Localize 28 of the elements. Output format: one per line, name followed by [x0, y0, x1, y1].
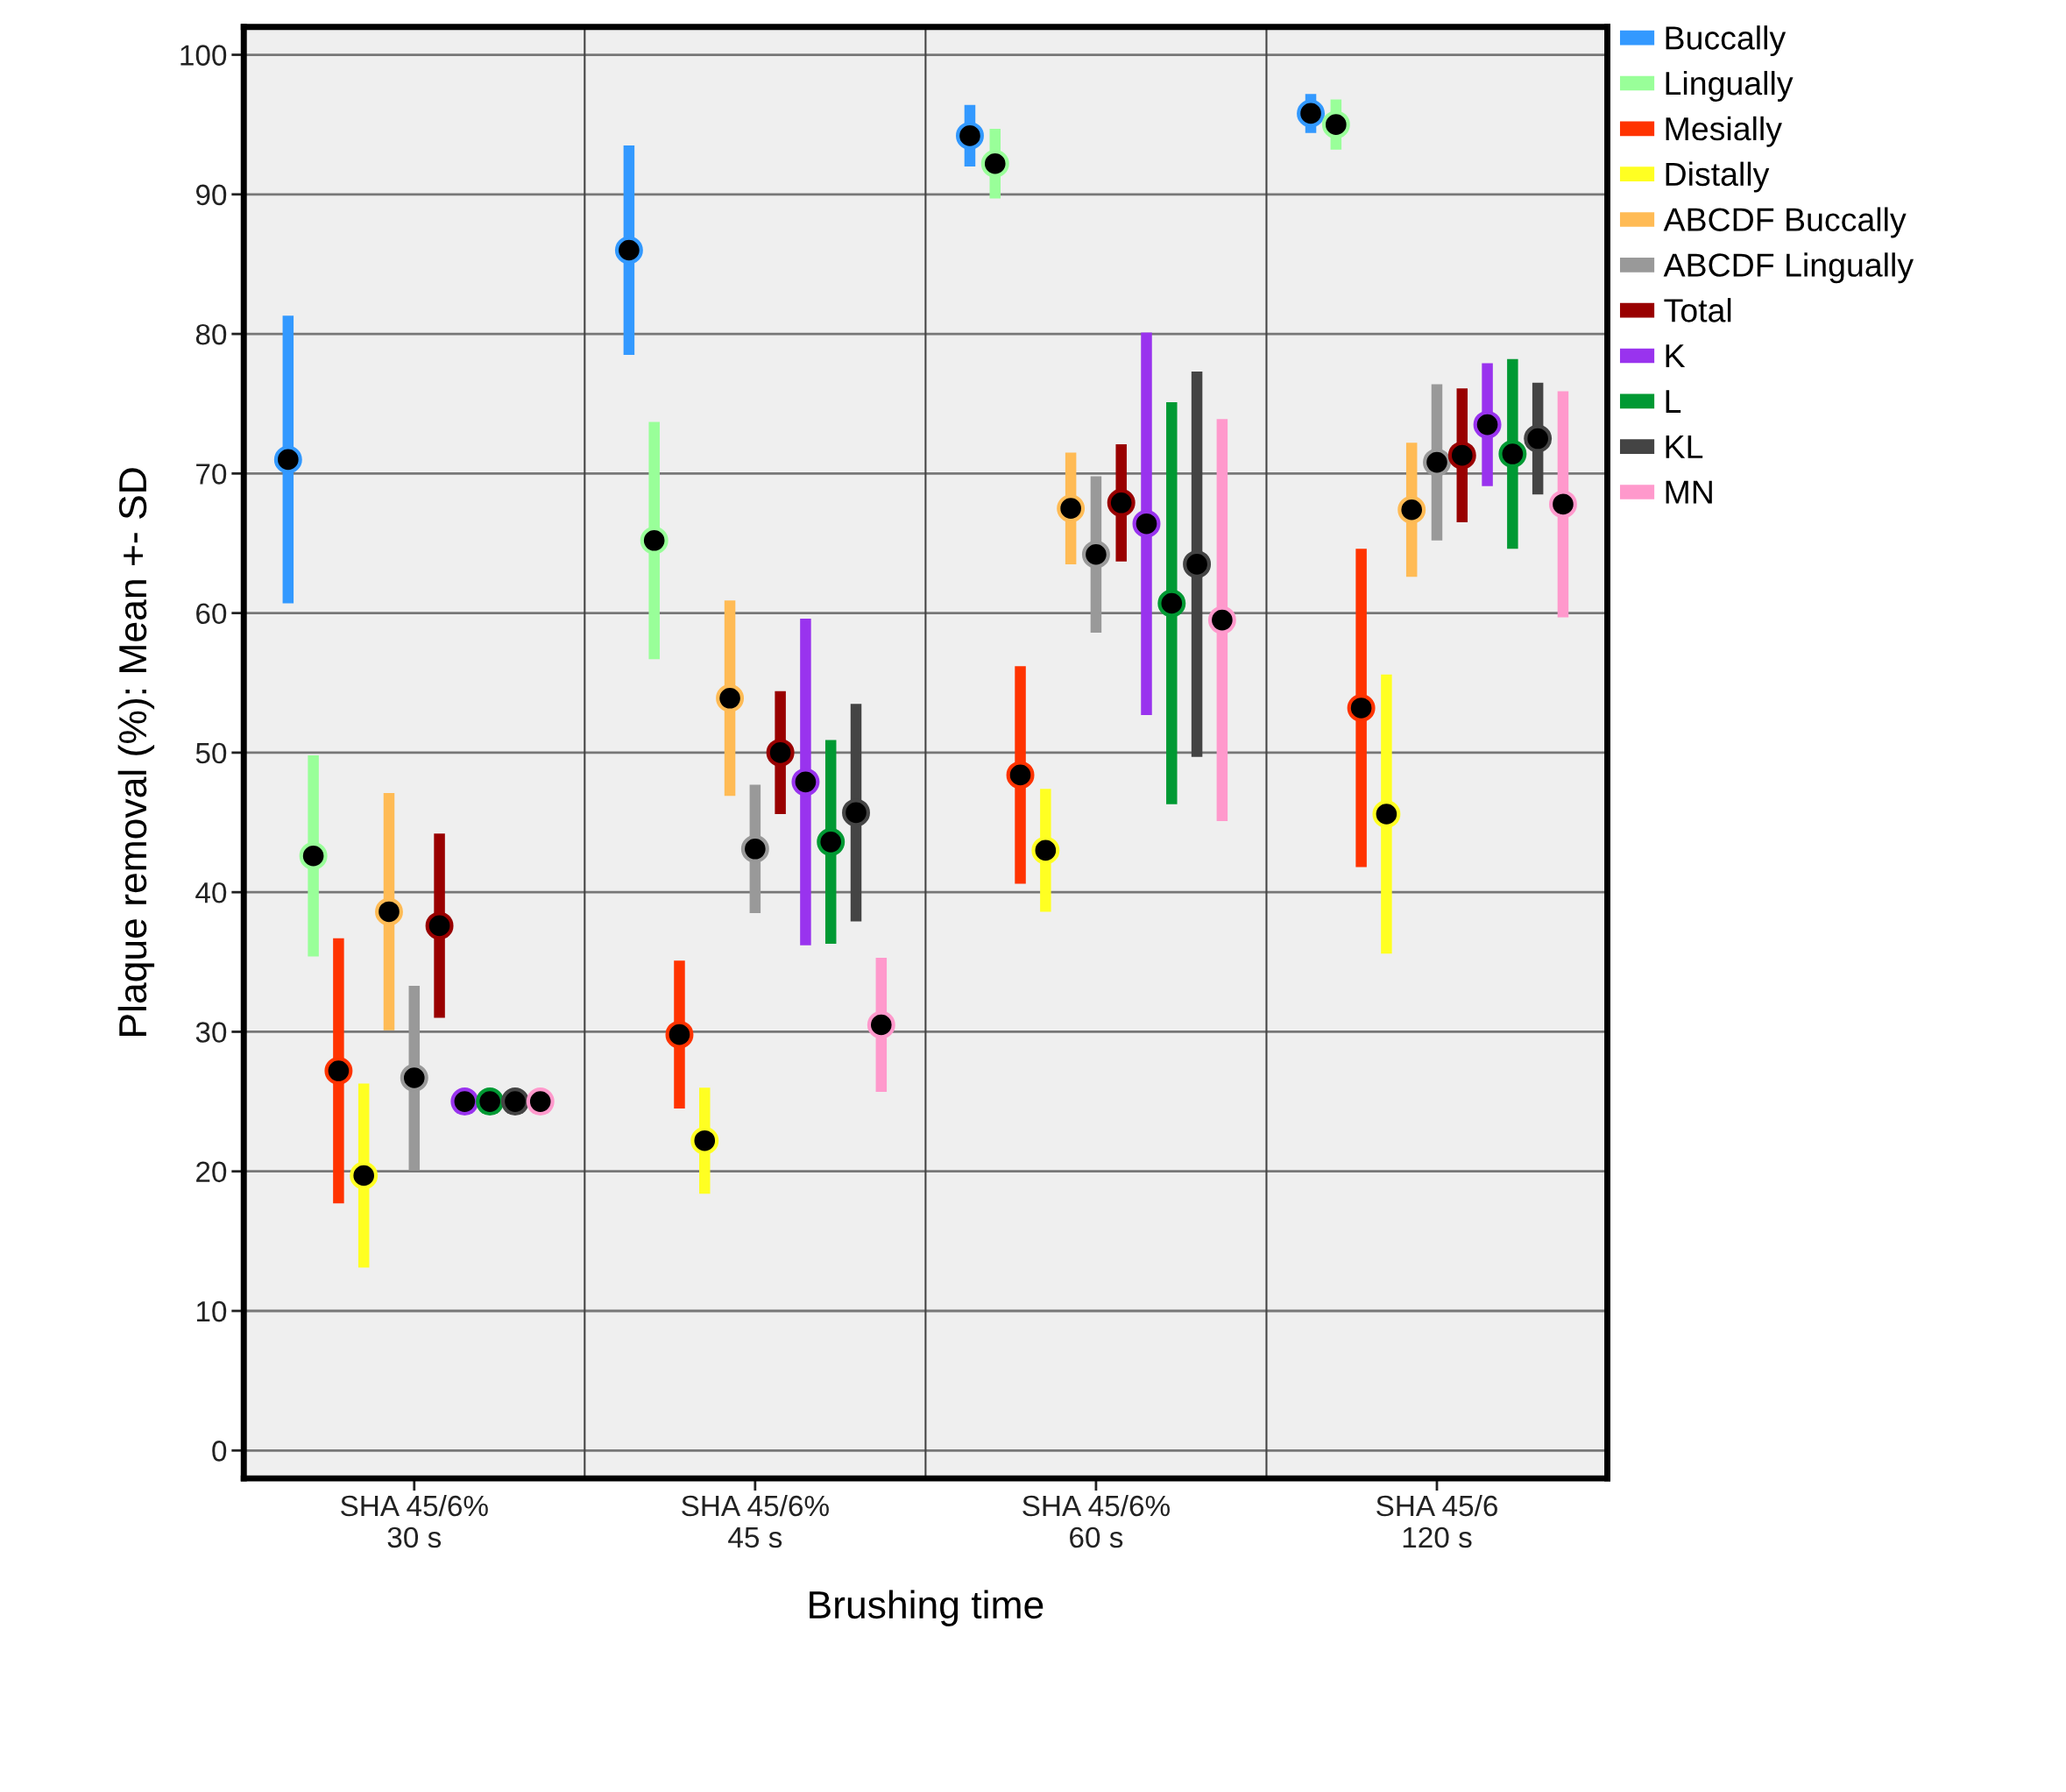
y-tick-label: 40: [195, 882, 227, 903]
legend-label: Buccally: [1666, 25, 1787, 57]
x-axis-title: Brushing time: [810, 1590, 1044, 1626]
legend-label: L: [1666, 390, 1681, 413]
legend-label: Mesially: [1666, 116, 1782, 147]
legend-label: Lingually: [1666, 70, 1794, 102]
y-axis-title: Plaque removal (%): Mean +- SD: [117, 468, 155, 1036]
legend-label: MN: [1666, 480, 1712, 504]
y-tick-label: 30: [195, 1022, 227, 1043]
legend-label: ABCDF Buccally: [1663, 207, 1907, 238]
legend-label: KL: [1666, 435, 1703, 458]
x-tick-label: SHA 45/6 120 s: [1376, 1494, 1497, 1548]
legend-label: ABCDF Lingually: [1663, 252, 1914, 284]
legend-label: K: [1666, 344, 1686, 368]
legend-label: Total: [1664, 298, 1731, 322]
legend-label: Distally: [1666, 161, 1770, 193]
y-tick-label: 90: [195, 184, 227, 206]
y-tick-label: 100: [180, 45, 227, 66]
x-tick-label: SHA 45/6% 60 s: [1022, 1494, 1170, 1548]
y-tick-label: 70: [196, 464, 227, 485]
y-tick-label: 60: [196, 603, 227, 625]
y-tick-label: 50: [195, 742, 227, 764]
y-tick-label: 20: [196, 1161, 227, 1183]
y-tick-label: 80: [195, 323, 227, 345]
x-tick-label: SHA 45/6% 45 s: [682, 1494, 829, 1548]
y-tick-label: 0: [212, 1441, 227, 1462]
y-tick-label: 10: [196, 1300, 227, 1322]
x-tick-label: SHA 45/6% 30 s: [341, 1494, 488, 1548]
